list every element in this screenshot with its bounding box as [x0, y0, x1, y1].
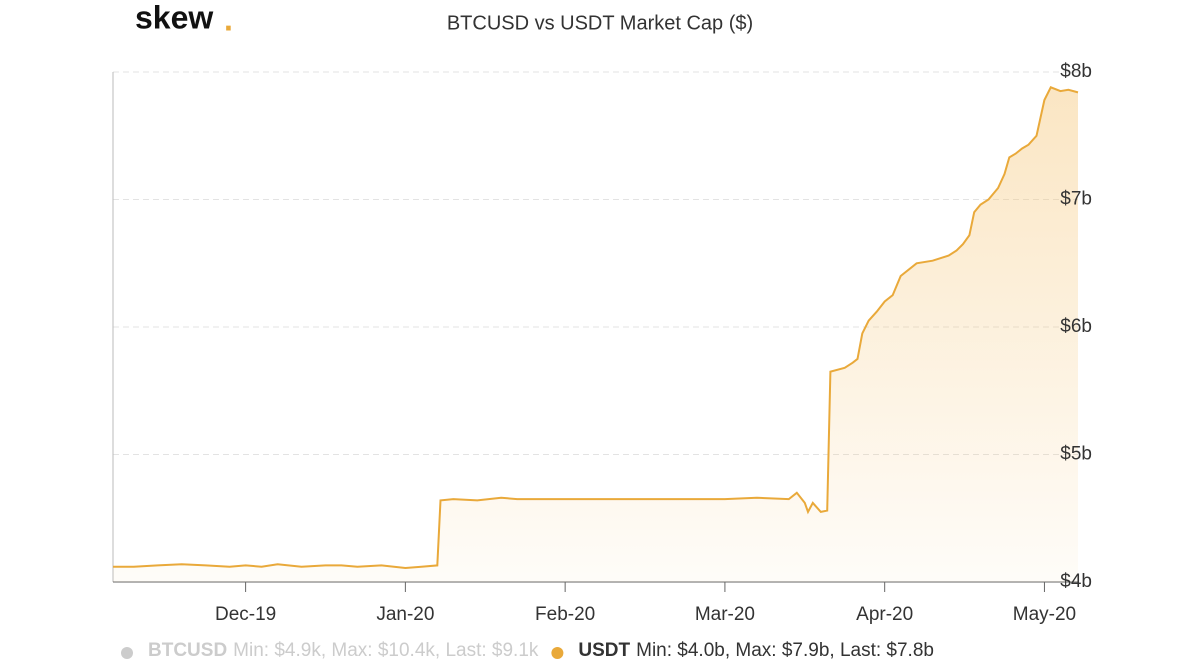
logo-dot: .	[224, 1, 233, 37]
area-fill	[113, 87, 1078, 583]
x-tick-label: Feb-20	[535, 604, 595, 625]
y-tick-label: $8b	[1060, 61, 1092, 82]
y-tick-label: $6b	[1060, 316, 1092, 337]
chart-title: BTCUSD vs USDT Market Cap ($)	[447, 12, 753, 34]
x-tick-label: Apr-20	[856, 604, 913, 625]
legend-stats[interactable]: Min: $4.0b, Max: $7.9b, Last: $7.8b	[636, 640, 934, 661]
logo-word: skew	[135, 0, 213, 35]
x-tick-label: Dec-19	[215, 604, 276, 625]
x-tick-label: Jan-20	[376, 604, 434, 625]
x-tick-label: Mar-20	[695, 604, 755, 625]
y-tick-label: $4b	[1060, 571, 1092, 592]
y-tick-label: $7b	[1060, 189, 1092, 210]
legend-name[interactable]: BTCUSD	[148, 640, 227, 661]
legend-marker	[121, 647, 133, 659]
x-tick-label: May-20	[1013, 604, 1076, 625]
legend-marker	[551, 647, 564, 659]
legend-name[interactable]: USDT	[578, 640, 630, 661]
y-tick-label: $5b	[1060, 444, 1092, 465]
line	[113, 86, 1079, 570]
legend-stats[interactable]: Min: $4.9k, Max: $10.4k, Last: $9.1k	[233, 640, 539, 661]
